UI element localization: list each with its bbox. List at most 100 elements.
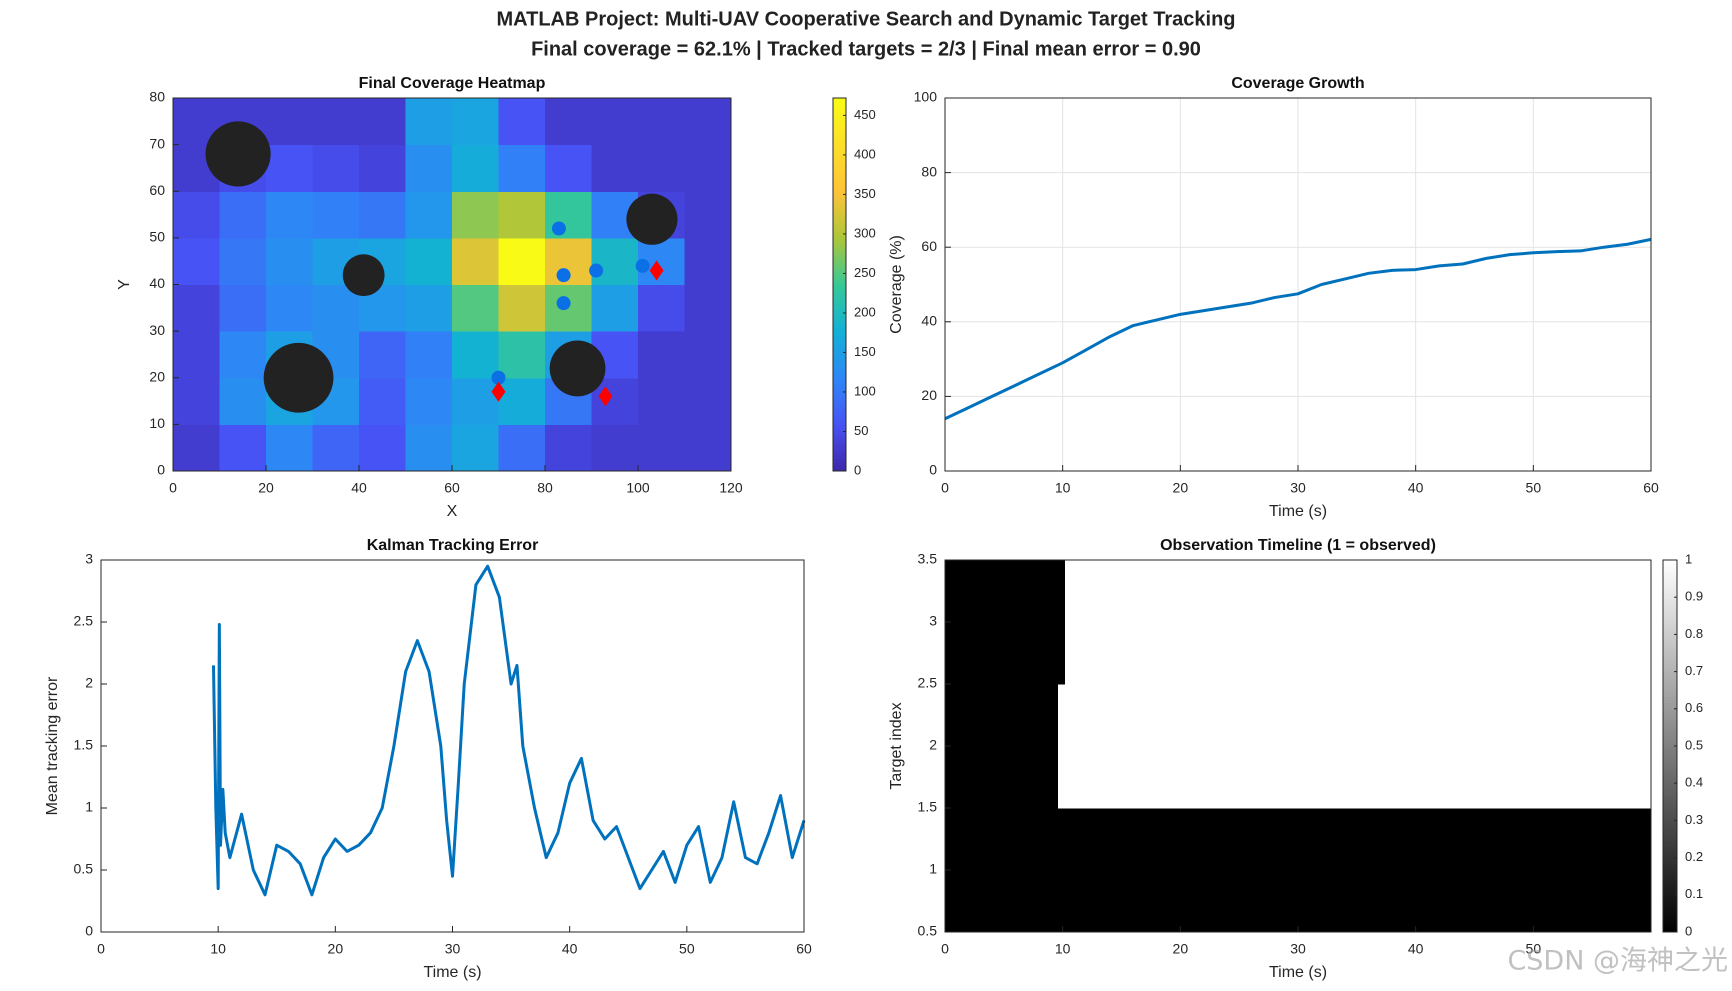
x-tick-label: 40 <box>1408 480 1424 496</box>
colorbar-swatch <box>1663 829 1677 834</box>
heatmap-cell <box>452 237 499 285</box>
y-tick-label: 30 <box>149 322 165 338</box>
colorbar-swatch <box>833 116 846 121</box>
colorbar-swatch <box>833 461 846 466</box>
colorbar-swatch <box>1663 817 1677 821</box>
y-tick-label: 1.5 <box>918 799 938 815</box>
colorbar-swatch <box>1663 842 1677 846</box>
colorbar-swatch <box>1663 711 1677 716</box>
colorbar-swatch <box>833 253 846 258</box>
heatmap-cell <box>219 284 267 332</box>
heatmap-cell <box>452 377 499 425</box>
observation-cell <box>945 560 1059 685</box>
colorbar-swatch <box>1663 730 1677 735</box>
colorbar-swatch <box>833 443 846 447</box>
x-tick-label: 0 <box>941 480 949 496</box>
colorbar-swatch <box>1663 653 1677 657</box>
colorbar-swatch <box>1663 770 1677 775</box>
heatmap-cell <box>452 98 499 146</box>
y-tick-label: 3.5 <box>918 551 938 567</box>
x-tick-label: 20 <box>1173 480 1189 496</box>
colorbar-swatch <box>1663 870 1677 874</box>
colorbar-swatch <box>1663 904 1677 908</box>
y-tick-label: 70 <box>149 135 165 151</box>
subplot-title: Kalman Tracking Error <box>367 537 539 554</box>
colorbar-swatch <box>1663 811 1677 815</box>
colorbar-swatch <box>1663 845 1677 849</box>
heatmap-cell <box>266 144 313 192</box>
colorbar-swatch <box>1663 907 1677 911</box>
colorbar-swatch <box>1663 702 1677 707</box>
colorbar-swatch <box>833 467 846 472</box>
heatmap-cell <box>591 284 639 332</box>
uav <box>556 268 571 283</box>
colorbar-swatch <box>833 446 846 450</box>
colorbar-swatch <box>1663 563 1677 567</box>
y-tick-label: 40 <box>149 275 165 291</box>
heatmap-cell <box>684 191 732 239</box>
colorbar-swatch <box>833 135 846 140</box>
heatmap-cell <box>498 284 546 332</box>
colorbar-swatch <box>1663 839 1677 843</box>
colorbar-swatch <box>1663 755 1677 759</box>
colorbar-swatch <box>833 203 846 208</box>
colorbar-swatch <box>833 101 846 105</box>
colorbar-swatch <box>1663 888 1677 893</box>
x-tick-label: 20 <box>258 480 274 496</box>
colorbar-swatch <box>833 324 846 329</box>
colorbar-swatch <box>833 433 846 438</box>
colorbar-swatch <box>833 244 846 248</box>
colorbar-swatch <box>1663 761 1677 766</box>
y-tick-label: 2.5 <box>918 675 938 691</box>
y-axis-label: Target index <box>888 702 905 789</box>
colorbar-swatch <box>1663 591 1677 595</box>
heatmap-cell <box>359 377 406 425</box>
colorbar-swatch <box>833 181 846 186</box>
x-tick-label: 60 <box>444 480 460 496</box>
colorbar-swatch <box>1663 832 1677 837</box>
colorbar-swatch <box>833 296 846 301</box>
colorbar-swatch <box>833 374 846 379</box>
heatmap-cell <box>545 144 592 192</box>
colorbar-swatch <box>1663 801 1677 806</box>
colorbar-swatch <box>1663 901 1677 905</box>
heatmap-cell <box>684 237 732 285</box>
y-tick-label: 1 <box>85 799 93 815</box>
heatmap-cell <box>359 144 406 192</box>
subplot: 0 10 20 30 40 50 60 0 0.5 1 1.5 2 2.5 3 Kalman Trackin… <box>44 537 812 981</box>
colorbar-swatch <box>1663 866 1677 871</box>
x-tick-label: 30 <box>445 941 461 957</box>
colorbar-frame <box>832 97 847 472</box>
heatmap-cell <box>359 424 406 472</box>
x-axis-label: Time (s) <box>1269 503 1327 520</box>
heatmap-cell <box>219 237 267 285</box>
colorbar-swatch <box>1663 910 1677 914</box>
colorbar-swatch <box>1663 727 1677 732</box>
colorbar-swatch <box>833 265 846 270</box>
colorbar-swatch <box>1663 891 1677 896</box>
heatmap-cell <box>173 331 220 379</box>
heatmap-cell <box>498 237 546 285</box>
colorbar-swatch <box>1663 637 1677 642</box>
colorbar-swatch <box>1663 659 1677 663</box>
y-tick-label: 1 <box>929 861 937 877</box>
colorbar-swatch <box>1663 643 1677 648</box>
heatmap-cell <box>405 377 453 425</box>
x-tick-label: 40 <box>351 480 367 496</box>
x-tick-label: 20 <box>328 941 344 957</box>
observation-cell <box>1057 808 1066 933</box>
colorbar-swatch <box>1663 696 1677 701</box>
colorbar-swatch <box>833 166 846 171</box>
colorbar-swatch <box>833 415 846 419</box>
colorbar-swatch <box>1663 560 1677 564</box>
colorbar-swatch <box>833 247 846 251</box>
colorbar-swatch <box>833 141 846 146</box>
heatmap-cell <box>638 424 685 472</box>
y-tick-label: 50 <box>149 229 165 245</box>
colorbar-swatch <box>833 237 846 242</box>
colorbar-swatch <box>1663 640 1677 645</box>
colorbar-swatch <box>833 427 846 432</box>
colorbar-swatch <box>833 368 846 373</box>
uav <box>491 370 506 385</box>
heatmap-cell <box>173 237 220 285</box>
